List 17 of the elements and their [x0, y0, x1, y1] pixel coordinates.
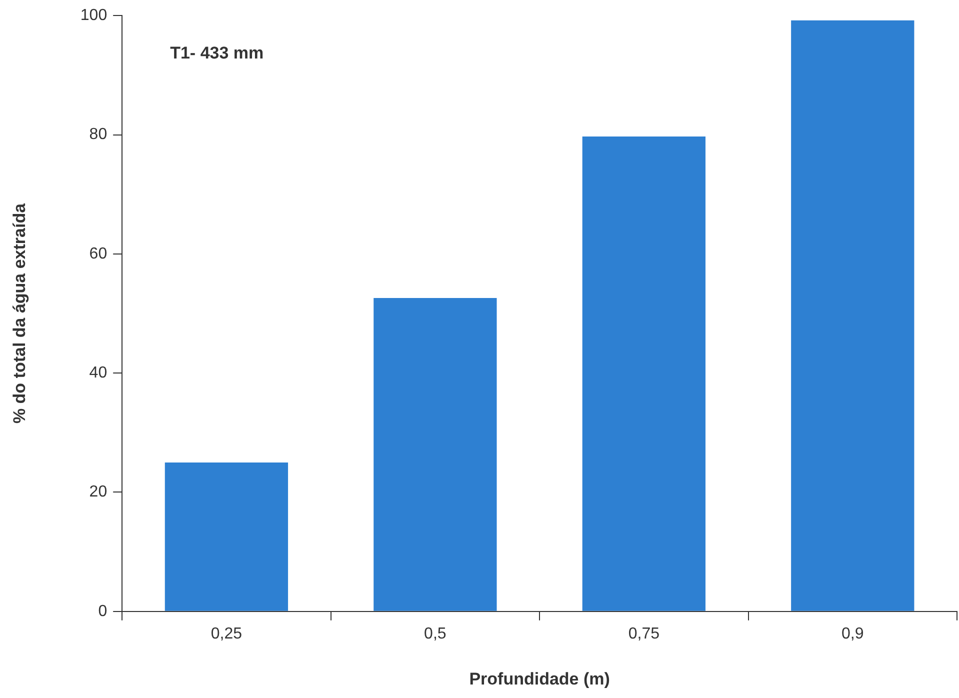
y-tick-label: 0: [98, 602, 108, 620]
x-tick-label: 0,9: [842, 625, 864, 642]
x-tick-label: 0,5: [424, 625, 446, 642]
x-axis-title: Profundidade (m): [469, 669, 610, 688]
y-tick-label: 100: [80, 7, 108, 24]
y-tick-label: 60: [89, 245, 108, 262]
x-tick-label: 0,25: [210, 625, 242, 642]
bar: [374, 298, 497, 611]
x-tick-label: 0,75: [628, 625, 660, 642]
y-axis-title: % do total da água extraída: [10, 202, 29, 424]
annotation: T1- 433 mm: [170, 43, 264, 62]
bar: [791, 20, 914, 611]
bar: [582, 136, 706, 611]
y-tick-label: 80: [89, 126, 108, 144]
bar: [164, 462, 288, 611]
y-tick-label: 20: [89, 484, 108, 501]
y-tick-label: 40: [89, 364, 108, 382]
